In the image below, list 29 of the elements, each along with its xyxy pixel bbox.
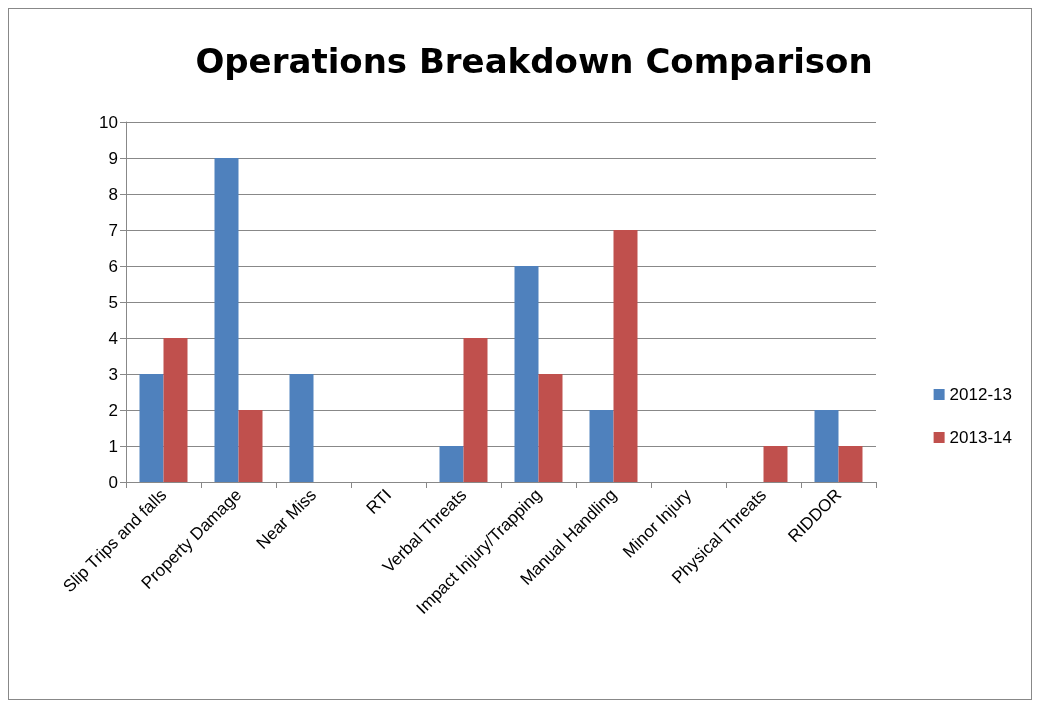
y-tick-label: 5 <box>108 292 118 312</box>
y-tick-label: 8 <box>108 184 118 204</box>
y-tick-label: 4 <box>108 328 118 348</box>
legend-label: 2012-13 <box>949 385 1012 404</box>
y-tick-label: 2 <box>108 400 118 420</box>
bar <box>139 374 164 482</box>
y-tick-label: 0 <box>108 472 118 492</box>
bar <box>814 410 839 482</box>
y-tick-label: 10 <box>99 112 118 132</box>
bar <box>613 230 638 482</box>
bar <box>238 410 263 482</box>
bar <box>214 158 239 482</box>
y-tick-label: 6 <box>108 256 118 276</box>
bar <box>763 446 788 482</box>
bar <box>439 446 464 482</box>
bar <box>514 266 539 482</box>
y-tick-label: 3 <box>108 364 118 384</box>
bar <box>289 374 314 482</box>
bar <box>538 374 563 482</box>
y-tick-label: 7 <box>108 220 118 240</box>
legend-label: 2013-14 <box>949 428 1012 447</box>
bar <box>163 338 188 482</box>
x-tick-label: RTI <box>362 485 396 518</box>
bar <box>463 338 488 482</box>
bar <box>589 410 614 482</box>
bar <box>838 446 863 482</box>
chart-title: Operations Breakdown Comparison <box>195 41 873 81</box>
y-tick-label: 9 <box>108 148 118 168</box>
y-tick-label: 1 <box>108 436 118 456</box>
